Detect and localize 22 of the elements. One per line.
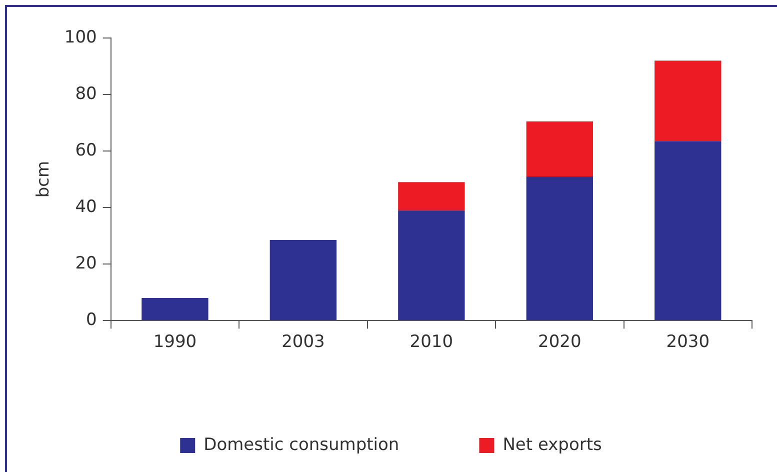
legend-label: Domestic consumption <box>204 434 400 455</box>
bar <box>398 182 465 210</box>
x-tick-label: 1990 <box>153 332 197 352</box>
legend-label: Net exports <box>502 434 602 455</box>
bar <box>654 60 722 142</box>
y-axis-title: bcm <box>34 160 54 198</box>
y-tick-label: 0 <box>86 310 97 330</box>
y-tick-label: 20 <box>75 254 97 274</box>
y-tick-label: 60 <box>75 140 97 160</box>
bar <box>270 240 337 320</box>
bar <box>654 141 722 320</box>
y-tick-label: 80 <box>75 84 97 104</box>
x-tick-label: 2030 <box>666 332 710 352</box>
bar <box>142 298 208 320</box>
x-tick-label: 2003 <box>282 332 325 352</box>
bar <box>526 176 593 320</box>
bar <box>398 210 465 320</box>
y-tick-label: 40 <box>75 196 97 217</box>
bar <box>526 121 593 176</box>
y-tick-label: 100 <box>64 27 97 48</box>
x-tick-label: 2010 <box>410 332 454 352</box>
x-tick-label: 2020 <box>538 332 582 352</box>
